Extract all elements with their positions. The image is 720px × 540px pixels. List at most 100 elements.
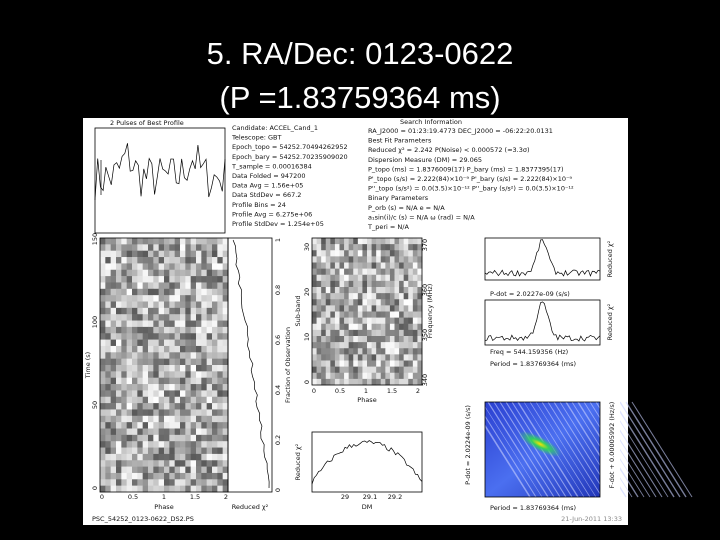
heatmap-cover-bottom bbox=[480, 497, 605, 505]
time-phase-cell bbox=[116, 371, 122, 378]
time-phase-cell bbox=[148, 479, 154, 486]
subband-cell bbox=[330, 305, 336, 312]
time-phase-cell bbox=[164, 288, 170, 296]
subband-cell bbox=[334, 348, 340, 355]
time-phase-cell bbox=[132, 314, 138, 321]
time-phase-cell bbox=[142, 307, 149, 315]
time-phase-cell bbox=[121, 472, 127, 480]
subband-cell bbox=[394, 287, 400, 294]
subband-cell bbox=[362, 366, 368, 374]
subband-cell bbox=[371, 336, 377, 343]
time-phase-cell bbox=[164, 238, 170, 245]
time-phase-cell bbox=[132, 365, 138, 372]
time-phase-cell bbox=[126, 250, 133, 258]
subband-cell bbox=[389, 311, 395, 318]
time-phase-cell bbox=[137, 422, 143, 429]
time-phase-cell bbox=[206, 447, 213, 455]
time-phase-cell bbox=[217, 288, 223, 296]
subband-cell bbox=[362, 250, 368, 257]
time-phase-cell bbox=[148, 345, 154, 353]
time-phase-cell bbox=[196, 409, 202, 417]
time-phase-cell bbox=[190, 263, 197, 271]
time-phase-cell bbox=[190, 403, 197, 410]
subband-cell bbox=[399, 274, 404, 282]
time-phase-cell bbox=[110, 314, 117, 321]
time-phase-cell bbox=[142, 238, 149, 245]
time-phase-cell bbox=[169, 257, 175, 264]
time-phase-cell bbox=[206, 301, 213, 309]
time-phase-cell bbox=[158, 422, 165, 429]
time-phase-cell bbox=[126, 345, 133, 353]
subband-cell bbox=[412, 348, 418, 355]
subband-cell bbox=[344, 323, 349, 331]
pdot-curve bbox=[484, 239, 601, 277]
subband-cell bbox=[412, 238, 418, 245]
time-phase-cell bbox=[174, 238, 181, 245]
time-phase-cell bbox=[212, 320, 218, 328]
subband-cell bbox=[417, 262, 423, 269]
time-phase-cell bbox=[190, 453, 197, 461]
time-phase-cell bbox=[180, 485, 186, 493]
time-phase-cell bbox=[217, 345, 223, 353]
time-phase-cell bbox=[201, 377, 207, 385]
time-phase-cell bbox=[110, 377, 117, 385]
time-phase-cell bbox=[196, 371, 202, 378]
time-phase-cell bbox=[153, 257, 159, 264]
subband-cell bbox=[362, 287, 368, 294]
subband-cell bbox=[362, 323, 368, 331]
subband-cell bbox=[403, 311, 409, 318]
time-phase-cell bbox=[100, 453, 106, 461]
subband-cell bbox=[312, 305, 317, 312]
time-phase-cell bbox=[158, 428, 165, 436]
time-phase-cell bbox=[212, 263, 218, 271]
time-phase-cell bbox=[126, 238, 133, 245]
time-phase-cell bbox=[142, 257, 149, 264]
time-phase-cell bbox=[201, 441, 207, 448]
subband-cell bbox=[353, 378, 359, 386]
subband-cell bbox=[353, 280, 359, 288]
subband-cell bbox=[339, 299, 345, 306]
time-phase-cell bbox=[201, 371, 207, 378]
info-text: Data Folded = 947200 bbox=[232, 172, 306, 180]
time-phase-cell bbox=[121, 428, 127, 436]
time-phase-cell bbox=[126, 333, 133, 340]
time-phase-cell bbox=[153, 314, 159, 321]
subband-cell bbox=[385, 274, 391, 282]
subband-cell bbox=[376, 329, 382, 337]
subband-cell bbox=[385, 378, 391, 386]
time-phase-cell bbox=[206, 263, 213, 271]
time-phase-cell bbox=[217, 263, 223, 271]
time-phase-cell bbox=[185, 466, 191, 474]
subband-cell bbox=[325, 268, 331, 276]
time-phase-cell bbox=[105, 415, 111, 423]
time-phase-cell bbox=[126, 301, 133, 309]
time-phase-cell bbox=[180, 358, 186, 366]
time-phase-cell bbox=[137, 384, 143, 391]
subband-cell bbox=[321, 354, 327, 361]
subband-cell bbox=[312, 378, 317, 386]
subband-cell bbox=[380, 317, 386, 325]
time-phase-cell bbox=[217, 472, 223, 480]
heatmap-cover-right bbox=[600, 400, 620, 500]
time-phase-cell bbox=[116, 365, 122, 372]
time-phase-cell bbox=[174, 326, 181, 334]
subband-cell bbox=[321, 238, 327, 245]
time-phase-cell bbox=[148, 472, 154, 480]
time-phase-cell bbox=[153, 485, 159, 493]
subband-cell bbox=[417, 268, 423, 276]
time-phase-cell bbox=[158, 288, 165, 296]
time-phase-cell bbox=[126, 326, 133, 334]
time-phase-cell bbox=[110, 276, 117, 283]
subband-cell bbox=[399, 354, 404, 361]
time-phase-cell bbox=[137, 263, 143, 271]
time-phase-cell bbox=[180, 257, 186, 264]
subband-cell bbox=[325, 317, 331, 325]
time-phase-cell bbox=[164, 339, 170, 347]
subband-cell bbox=[399, 280, 404, 288]
time-phase-cell bbox=[217, 466, 223, 474]
subband-cell bbox=[399, 366, 404, 374]
time-phase-cell bbox=[174, 415, 181, 423]
time-phase-cell bbox=[164, 479, 170, 486]
subband-cell bbox=[371, 354, 377, 361]
